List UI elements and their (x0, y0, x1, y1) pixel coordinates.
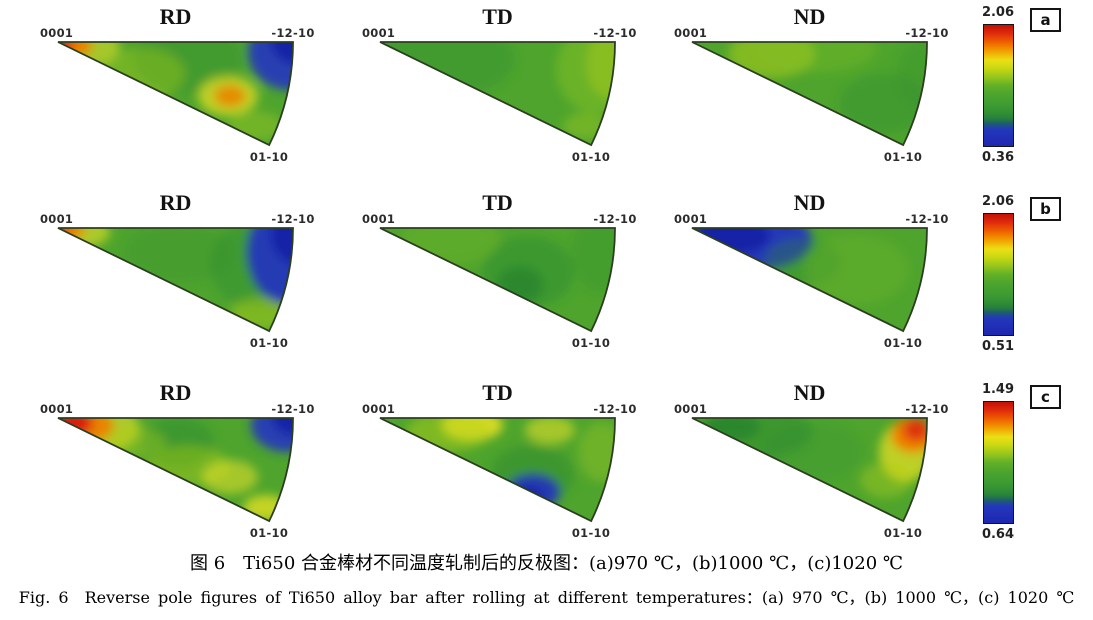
corner-label--12-10: -12-10 (271, 402, 315, 416)
colorbar-b: 2.06 0.51 (976, 193, 1020, 356)
panel-title-nd: ND (793, 4, 826, 29)
corner-label-01-10: 01-10 (249, 336, 289, 350)
corner-label--12-10: -12-10 (271, 26, 315, 40)
corner-label-01-10: 01-10 (249, 526, 289, 540)
colorbar-gradient (982, 401, 1014, 524)
corner-label-01-10: 01-10 (883, 526, 923, 540)
corner-label-01-10: 01-10 (883, 150, 923, 164)
wedge-plot (691, 227, 928, 333)
corner-label--12-10: -12-10 (271, 212, 315, 226)
panel-title-td: TD (482, 380, 513, 405)
corner-label--12-10: -12-10 (593, 26, 637, 40)
colorbar-max-value: 1.49 (981, 382, 1015, 397)
colorbar-max-value: 2.06 (981, 5, 1015, 20)
corner-label--12-10: -12-10 (593, 402, 637, 416)
pole-figure-c-rd: RD 0001 -12-10 01-10 (38, 380, 358, 565)
pole-figure-b-nd: ND 0001 -12-10 01-10 (672, 190, 992, 375)
panel-title-nd: ND (793, 190, 826, 215)
pole-figure-c-td: TD 0001 -12-10 01-10 (360, 380, 680, 565)
colorbar-gradient (982, 24, 1014, 147)
panel-title-td: TD (482, 190, 513, 215)
corner-label-0001: 0001 (40, 212, 74, 226)
colorbar-c: 1.49 0.64 (976, 381, 1020, 544)
caption-chinese: 图 6 Ti650 合金棒材不同温度轧制后的反极图：(a)970 ℃，(b)10… (189, 553, 904, 574)
corner-label--12-10: -12-10 (905, 212, 949, 226)
corner-label-0001: 0001 (362, 402, 396, 416)
corner-label-01-10: 01-10 (249, 150, 289, 164)
panel-title-rd: RD (159, 190, 192, 215)
corner-label-0001: 0001 (362, 212, 396, 226)
wedge-plot (379, 227, 616, 333)
corner-label-0001: 0001 (674, 26, 708, 40)
wedge-plot (57, 417, 294, 523)
colorbar-min-value: 0.64 (981, 527, 1015, 542)
colorbar-gradient (982, 213, 1014, 336)
colorbar-a: 2.06 0.36 (976, 4, 1020, 167)
corner-label-0001: 0001 (40, 402, 74, 416)
pole-figure-a-td: TD 0001 -12-10 01-10 (360, 4, 680, 189)
corner-label--12-10: -12-10 (905, 402, 949, 416)
pole-figure-b-rd: RD 0001 -12-10 01-10 (38, 190, 358, 375)
subfigure-label-b: b (1030, 197, 1061, 221)
colorbar-max-value: 2.06 (981, 194, 1015, 209)
corner-label-01-10: 01-10 (883, 336, 923, 350)
corner-label-0001: 0001 (674, 212, 708, 226)
colorbar-min-value: 0.36 (981, 150, 1015, 165)
corner-label-0001: 0001 (40, 26, 74, 40)
wedge-plot (691, 417, 928, 523)
pole-figure-a-nd: ND 0001 -12-10 01-10 (672, 4, 992, 189)
pole-figure-b-td: TD 0001 -12-10 01-10 (360, 190, 680, 375)
subfigure-label-a: a (1030, 8, 1061, 32)
panel-title-rd: RD (159, 380, 192, 405)
wedge-plot (379, 417, 616, 523)
caption-english: Fig. 6 Reverse pole figures of Ti650 all… (18, 588, 1075, 607)
corner-label--12-10: -12-10 (593, 212, 637, 226)
panel-title-rd: RD (159, 4, 192, 29)
wedge-plot (57, 227, 294, 333)
wedge-plot (691, 41, 928, 147)
subfigure-label-c: c (1030, 385, 1061, 409)
corner-label-0001: 0001 (362, 26, 396, 40)
corner-label--12-10: -12-10 (905, 26, 949, 40)
corner-label-01-10: 01-10 (571, 150, 611, 164)
panel-title-td: TD (482, 4, 513, 29)
corner-label-0001: 0001 (674, 402, 708, 416)
corner-label-01-10: 01-10 (571, 336, 611, 350)
corner-label-01-10: 01-10 (571, 526, 611, 540)
colorbar-min-value: 0.51 (981, 339, 1015, 354)
pole-figure-a-rd: RD 0001 -12-10 01-10 (38, 4, 358, 189)
wedge-plot (57, 41, 294, 147)
panel-title-nd: ND (793, 380, 826, 405)
wedge-plot (379, 41, 616, 147)
pole-figure-c-nd: ND 0001 -12-10 01-10 (672, 380, 992, 565)
